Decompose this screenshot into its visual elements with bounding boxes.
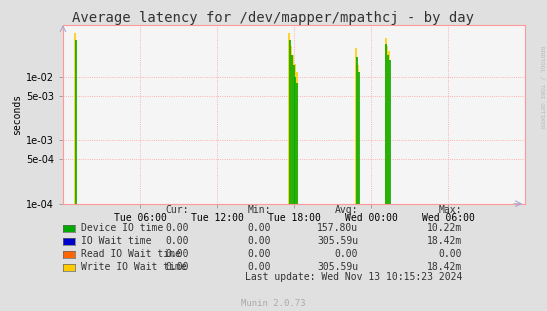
Text: Device IO time: Device IO time [81,223,163,233]
Text: 0.00: 0.00 [165,236,189,246]
Text: IO Wait time: IO Wait time [81,236,152,246]
Text: Min:: Min: [247,205,271,215]
Text: Avg:: Avg: [335,205,358,215]
Text: 305.59u: 305.59u [317,262,358,272]
Text: Last update: Wed Nov 13 10:15:23 2024: Last update: Wed Nov 13 10:15:23 2024 [245,272,462,282]
Text: 10.22m: 10.22m [427,223,462,233]
Text: 0.00: 0.00 [247,249,271,259]
Text: 0.00: 0.00 [165,223,189,233]
Text: Write IO Wait time: Write IO Wait time [81,262,187,272]
Text: 0.00: 0.00 [247,262,271,272]
Text: 0.00: 0.00 [247,223,271,233]
Text: 18.42m: 18.42m [427,262,462,272]
Text: Read IO Wait time: Read IO Wait time [81,249,181,259]
Text: 18.42m: 18.42m [427,236,462,246]
Text: 305.59u: 305.59u [317,236,358,246]
Text: 157.80u: 157.80u [317,223,358,233]
Text: RRDTOOL / TOBI OETIKER: RRDTOOL / TOBI OETIKER [539,46,544,128]
Text: 0.00: 0.00 [439,249,462,259]
Y-axis label: seconds: seconds [11,94,22,135]
Text: 0.00: 0.00 [165,249,189,259]
Text: 0.00: 0.00 [247,236,271,246]
Text: Max:: Max: [439,205,462,215]
Text: 0.00: 0.00 [335,249,358,259]
Text: 0.00: 0.00 [165,262,189,272]
Text: Cur:: Cur: [165,205,189,215]
Text: Munin 2.0.73: Munin 2.0.73 [241,299,306,308]
Text: Average latency for /dev/mapper/mpathcj - by day: Average latency for /dev/mapper/mpathcj … [73,11,474,25]
